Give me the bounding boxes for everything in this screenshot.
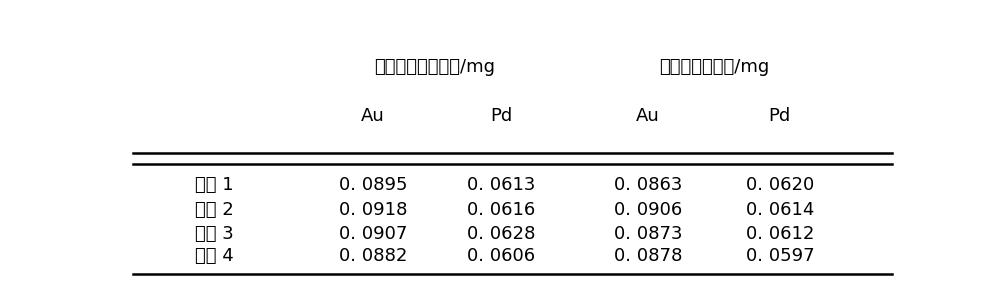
- Text: 0. 0873: 0. 0873: [614, 225, 682, 243]
- Text: 0. 0614: 0. 0614: [746, 201, 814, 219]
- Text: 火试金法实验结果/mg: 火试金法实验结果/mg: [374, 58, 496, 76]
- Text: 0. 0906: 0. 0906: [614, 201, 682, 219]
- Text: 0. 0907: 0. 0907: [339, 225, 407, 243]
- Text: 0. 0613: 0. 0613: [467, 176, 535, 194]
- Text: 实验 4: 实验 4: [195, 247, 234, 265]
- Text: Au: Au: [361, 107, 385, 124]
- Text: 0. 0878: 0. 0878: [614, 247, 682, 265]
- Text: 本方法实验结果/mg: 本方法实验结果/mg: [659, 58, 769, 76]
- Text: 0. 0606: 0. 0606: [467, 247, 535, 265]
- Text: 0. 0620: 0. 0620: [746, 176, 814, 194]
- Text: Pd: Pd: [769, 107, 791, 124]
- Text: 0. 0895: 0. 0895: [339, 176, 407, 194]
- Text: 实验 3: 实验 3: [195, 225, 234, 243]
- Text: 0. 0628: 0. 0628: [467, 225, 535, 243]
- Text: 0. 0863: 0. 0863: [614, 176, 682, 194]
- Text: 0. 0597: 0. 0597: [746, 247, 814, 265]
- Text: 0. 0616: 0. 0616: [467, 201, 535, 219]
- Text: 0. 0918: 0. 0918: [339, 201, 407, 219]
- Text: Au: Au: [636, 107, 660, 124]
- Text: 0. 0882: 0. 0882: [339, 247, 407, 265]
- Text: 实验 1: 实验 1: [195, 176, 233, 194]
- Text: 实验 2: 实验 2: [195, 201, 234, 219]
- Text: Pd: Pd: [490, 107, 512, 124]
- Text: 0. 0612: 0. 0612: [746, 225, 814, 243]
